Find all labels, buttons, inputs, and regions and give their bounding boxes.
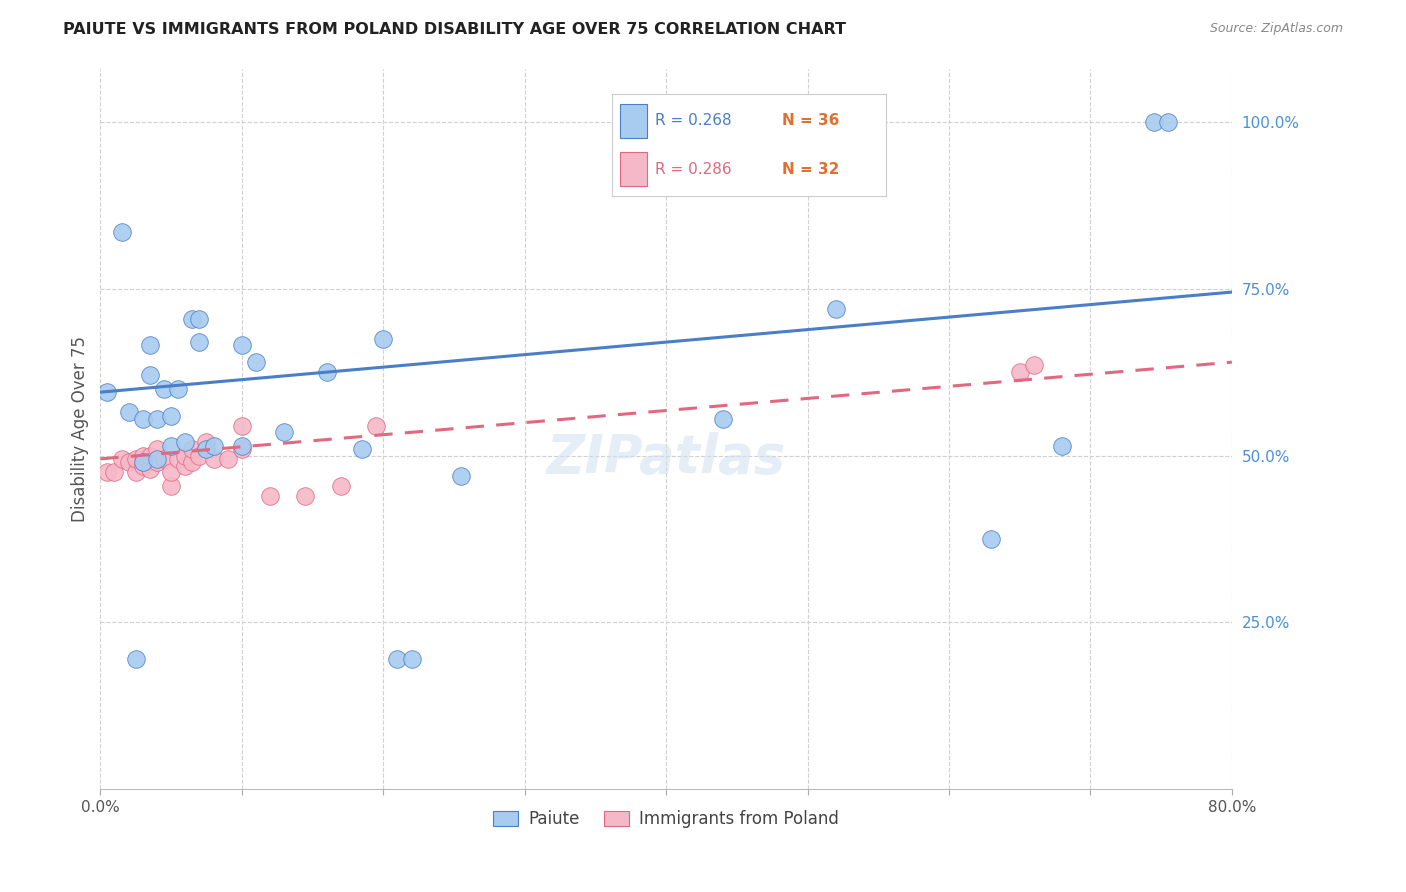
Point [146,412,169,426]
Point [188,311,211,326]
Point [117,405,139,419]
Point [1157,115,1180,129]
Point [181,455,204,469]
Point [160,465,183,479]
Point [139,462,162,476]
Point [202,451,225,466]
Text: N = 36: N = 36 [782,113,839,128]
Point [273,425,295,440]
Point [824,301,846,316]
Point [231,442,253,456]
Point [125,465,148,479]
Text: Source: ZipAtlas.com: Source: ZipAtlas.com [1209,22,1343,36]
Point [103,465,125,479]
Point [366,418,388,433]
Point [174,435,197,450]
Point [329,478,352,492]
Point [188,449,211,463]
Point [231,418,253,433]
Point [217,451,239,466]
Point [110,451,132,466]
Point [195,435,218,450]
Point [146,455,169,469]
Point [139,449,162,463]
Legend: Paiute, Immigrants from Poland: Paiute, Immigrants from Poland [486,804,846,835]
Point [387,652,409,666]
Point [315,365,337,379]
Point [188,335,211,350]
Bar [620,104,647,137]
Point [1008,365,1031,379]
Point [450,468,472,483]
Point [167,451,190,466]
Text: R = 0.268: R = 0.268 [655,113,733,128]
Point [231,338,253,352]
Point [231,438,253,452]
Point [132,455,155,469]
Point [125,451,148,466]
Point [132,449,155,463]
Point [1050,438,1073,452]
Point [294,489,316,503]
Point [1143,115,1166,129]
Point [160,478,183,492]
Point [117,455,139,469]
Point [139,368,162,383]
Point [711,412,734,426]
Point [125,652,148,666]
Point [174,458,197,473]
Text: PAIUTE VS IMMIGRANTS FROM POLAND DISABILITY AGE OVER 75 CORRELATION CHART: PAIUTE VS IMMIGRANTS FROM POLAND DISABIL… [63,22,846,37]
Point [153,451,176,466]
Point [160,409,183,423]
Point [202,438,225,452]
Point [245,355,267,369]
Point [350,442,373,456]
Text: N = 32: N = 32 [782,161,839,177]
Point [132,412,155,426]
Point [96,385,118,400]
Point [146,451,169,466]
Point [146,442,169,456]
Point [174,449,197,463]
Point [110,225,132,239]
Point [96,465,118,479]
Point [160,438,183,452]
Point [139,338,162,352]
Bar [620,153,647,186]
Y-axis label: Disability Age Over 75: Disability Age Over 75 [72,336,89,522]
Point [980,532,1002,546]
Point [195,442,218,456]
Point [401,652,423,666]
Point [153,382,176,396]
Point [181,442,204,456]
Point [132,458,155,473]
Text: R = 0.286: R = 0.286 [655,161,733,177]
Point [373,332,395,346]
Point [167,382,190,396]
Point [259,489,281,503]
Point [181,311,204,326]
Text: ZIPatlas: ZIPatlas [547,432,786,483]
Point [1022,359,1045,373]
